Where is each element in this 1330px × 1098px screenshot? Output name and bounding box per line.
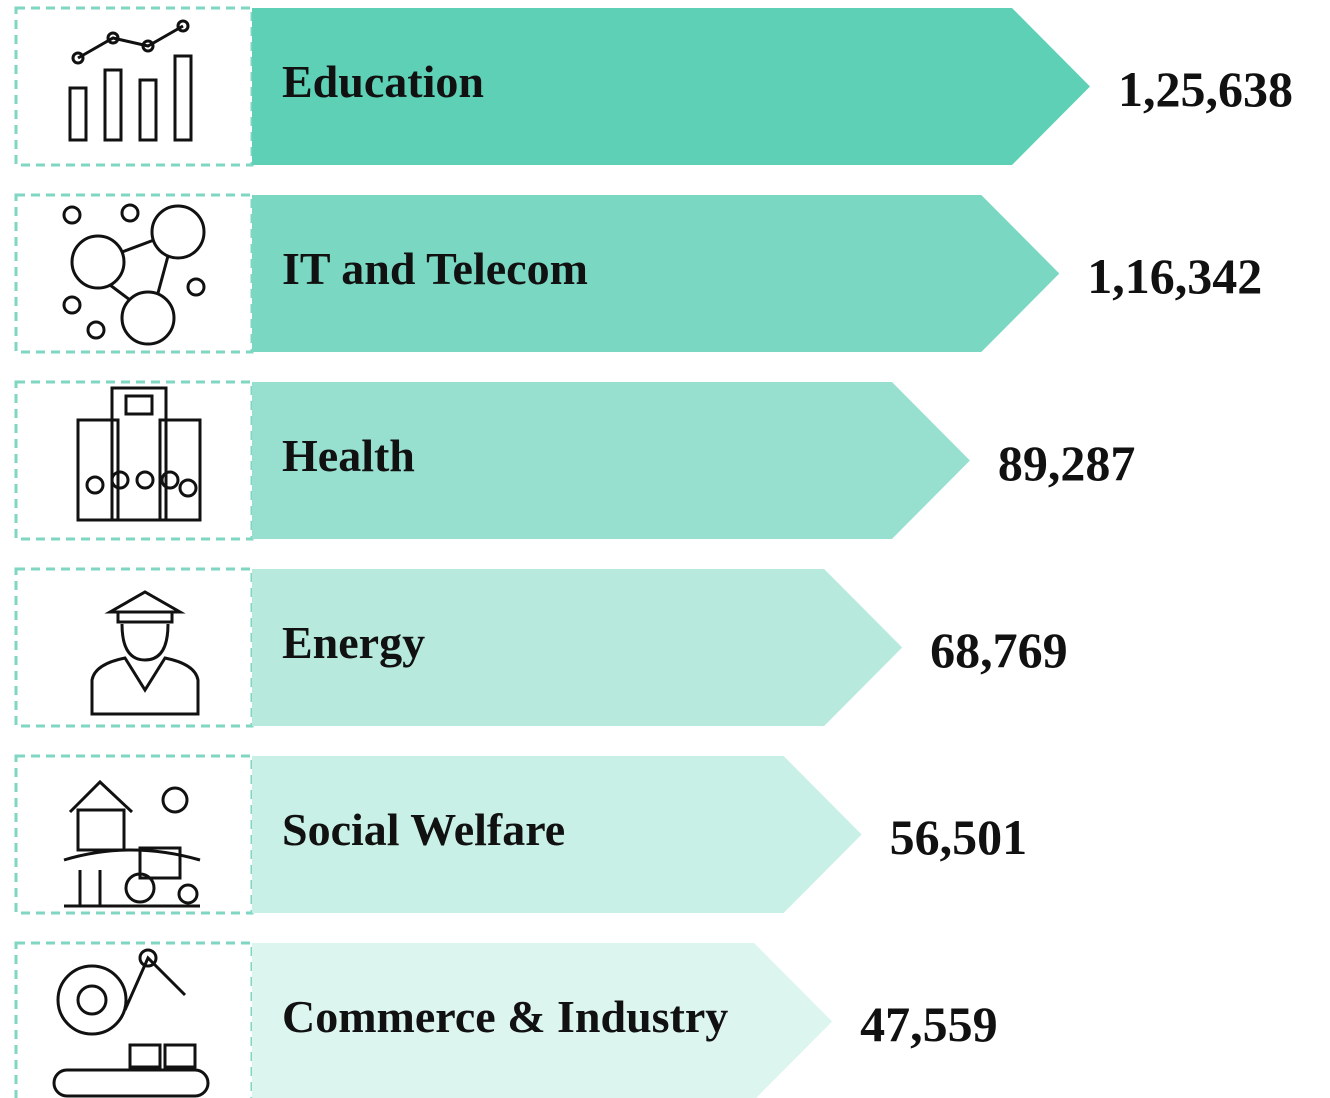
- icon-education: [68, 19, 193, 142]
- value-label: 56,501: [890, 809, 1028, 865]
- icon-box: [14, 941, 254, 1098]
- category-label: IT and Telecom: [282, 243, 588, 294]
- bar: [252, 756, 862, 913]
- value-label: 1,25,638: [1118, 61, 1293, 117]
- value-label: 47,559: [860, 996, 998, 1052]
- value-label: 1,16,342: [1087, 248, 1262, 304]
- icon-health: [76, 386, 202, 522]
- value-label: 89,287: [998, 435, 1135, 491]
- icon-commerce: [52, 948, 210, 1098]
- icon-box: [14, 754, 254, 915]
- bar: [252, 195, 1060, 352]
- bar: [252, 8, 1090, 165]
- icon-box: [14, 567, 254, 728]
- bar: [252, 382, 970, 539]
- category-label: Commerce & Industry: [282, 991, 728, 1042]
- icon-it: [62, 203, 206, 346]
- icon-box: [14, 193, 254, 354]
- icon-social-welfare: [63, 779, 201, 908]
- category-label: Social Welfare: [282, 804, 565, 855]
- category-label: Education: [282, 56, 484, 107]
- icon-energy: [90, 590, 200, 716]
- icons: [52, 19, 210, 1098]
- category-label: Energy: [282, 617, 425, 668]
- value-label: 68,769: [930, 622, 1068, 678]
- category-label: Health: [282, 430, 415, 481]
- icon-box: [14, 380, 254, 541]
- bar: [252, 569, 903, 726]
- bar: [252, 943, 833, 1098]
- icon-box: [14, 6, 254, 167]
